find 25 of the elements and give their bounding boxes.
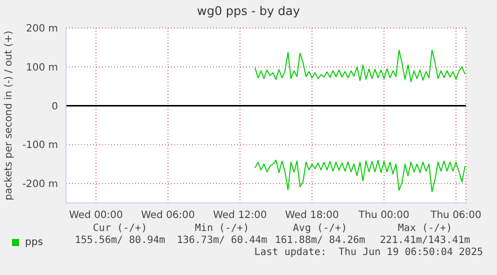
text: Last update: Thu Jun 19 06:50:04 2025 xyxy=(254,247,483,258)
text: 161.88m/ 84.26m xyxy=(274,235,366,246)
x-tick-label: Wed 12:00 xyxy=(213,210,267,222)
text: 155.56m/ 80.94m xyxy=(74,235,166,246)
text: 136.73m/ 60.44m xyxy=(176,235,268,246)
text: Cur (-/+) xyxy=(92,223,148,234)
y-tick-label: -200 m xyxy=(22,179,58,190)
y-tick-label: 200 m xyxy=(26,24,58,35)
x-tick-label: Wed 18:00 xyxy=(285,210,339,222)
x-tick-label: Thu 06:00 xyxy=(430,210,482,222)
y-tick-label: 0 xyxy=(52,101,58,112)
chart-title: wg0 pps - by day xyxy=(196,4,301,18)
y-axis-title: packets per second in (-) / out (+) xyxy=(4,30,15,200)
x-tick-label: Wed 06:00 xyxy=(141,210,195,222)
y-tick-label: -100 m xyxy=(22,140,58,152)
x-tick-label: Wed 00:00 xyxy=(69,210,123,222)
text: Avg (-/+) xyxy=(292,223,348,234)
legend-label: pps xyxy=(25,237,43,248)
y-tick-label: 100 m xyxy=(26,62,58,74)
text: 221.41m/143.41m xyxy=(378,235,472,246)
text: Min (-/+) xyxy=(194,223,250,234)
line-series xyxy=(254,160,466,192)
line-series xyxy=(254,50,466,82)
x-tick-label: Thu 00:00 xyxy=(358,210,410,222)
text: Max (-/+) xyxy=(396,223,454,234)
